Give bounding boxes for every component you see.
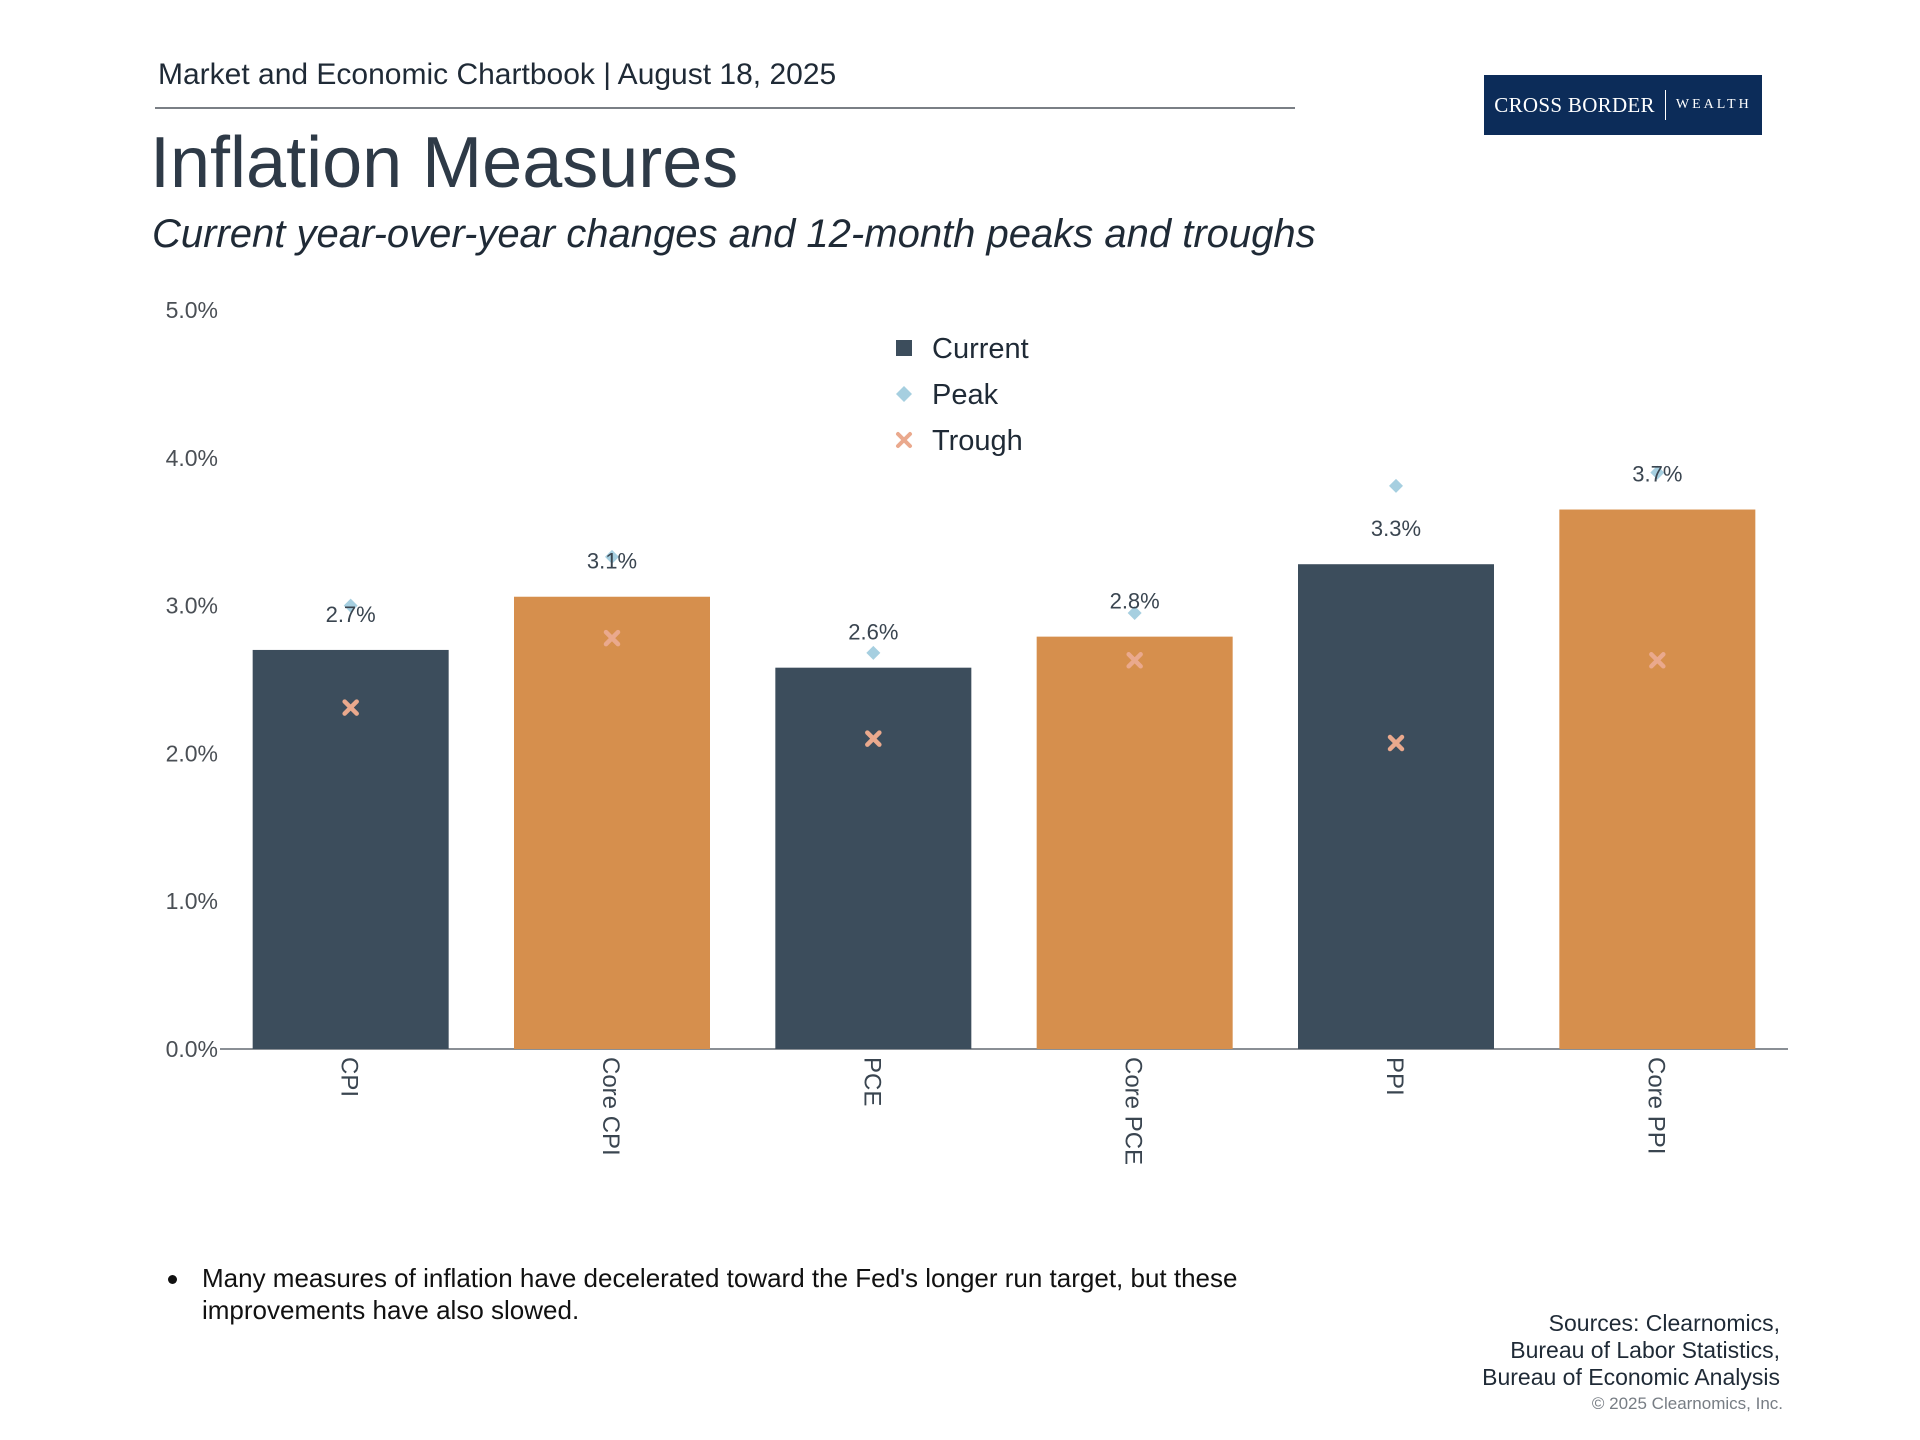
note-text: Many measures of inflation have decelera… bbox=[202, 1263, 1238, 1325]
bar-current bbox=[1559, 509, 1756, 1049]
bar-current bbox=[252, 649, 449, 1049]
source-line-3: Bureau of Economic Analysis bbox=[1482, 1364, 1780, 1390]
y-tick-label: 1.0% bbox=[166, 888, 218, 914]
bar-value-label: 2.6% bbox=[848, 620, 898, 645]
peak-marker bbox=[343, 598, 358, 613]
source-line-2: Bureau of Labor Statistics, bbox=[1510, 1337, 1780, 1363]
logo-text-cross-border: CROSS BORDER bbox=[1494, 92, 1655, 117]
source-line-1: Sources: Clearnomics, bbox=[1548, 1310, 1780, 1336]
legend-current-swatch bbox=[896, 340, 912, 356]
peak-marker bbox=[866, 645, 881, 660]
header-divider bbox=[155, 107, 1295, 109]
trough-marker-stroke bbox=[1126, 652, 1143, 669]
inflation-chart: 0.0% 1.0% 2.0% 3.0% 4.0% 5.0% 2.7% CPI 3.1% Core… bbox=[166, 297, 1788, 1165]
legend-label: Peak bbox=[932, 379, 999, 411]
trough-marker-stroke bbox=[865, 730, 882, 747]
page-subtitle: Current year-over-year changes and 12-mo… bbox=[152, 212, 1316, 256]
bar-value-label: 3.7% bbox=[1632, 462, 1682, 487]
bar-current bbox=[1036, 636, 1233, 1049]
trough-marker bbox=[342, 699, 359, 716]
x-tick-label: Core CPI bbox=[597, 1057, 624, 1156]
legend-peak-swatch bbox=[896, 386, 912, 402]
bar-current bbox=[1298, 564, 1494, 1049]
legend-label: Current bbox=[932, 333, 1029, 365]
trough-marker bbox=[1126, 652, 1143, 669]
x-tick-label: Core PPI bbox=[1642, 1057, 1669, 1154]
x-tick-label: PCE bbox=[858, 1057, 885, 1106]
trough-marker-stroke bbox=[1649, 652, 1666, 669]
legend-label: Trough bbox=[932, 425, 1023, 457]
peak-marker bbox=[1389, 478, 1403, 493]
legend-trough-stroke bbox=[896, 432, 912, 448]
sources: Sources: Clearnomics, Bureau of Labor St… bbox=[1482, 1310, 1780, 1391]
trough-marker bbox=[1387, 734, 1405, 752]
trough-marker bbox=[1649, 652, 1666, 669]
trough-marker bbox=[865, 730, 882, 747]
peak-marker bbox=[1650, 465, 1665, 480]
logo-text-wealth: WEALTH bbox=[1675, 97, 1752, 112]
copyright: © 2025 Clearnomics, Inc. bbox=[1591, 1394, 1783, 1413]
trough-marker-stroke bbox=[603, 629, 621, 647]
x-tick-label: CPI bbox=[336, 1057, 363, 1097]
y-tick-label: 3.0% bbox=[166, 593, 218, 619]
logo-separator bbox=[1664, 90, 1666, 120]
y-tick-label: 4.0% bbox=[166, 445, 218, 471]
x-tick-label: PPI bbox=[1381, 1057, 1408, 1096]
trough-marker bbox=[603, 629, 621, 647]
legend-trough-swatch bbox=[896, 432, 912, 448]
y-tick-label: 0.0% bbox=[166, 1036, 218, 1062]
y-tick-label: 2.0% bbox=[166, 740, 218, 766]
peak-marker bbox=[1127, 605, 1142, 620]
page-title: Inflation Measures bbox=[150, 123, 739, 203]
peak-marker bbox=[605, 549, 619, 564]
bar-value-label: 2.8% bbox=[1110, 589, 1160, 614]
brand-logo: CROSS BORDER WEALTH bbox=[1484, 75, 1762, 135]
bar-value-label: 3.3% bbox=[1371, 516, 1421, 541]
bar-value-label: 3.1% bbox=[587, 549, 637, 574]
x-tick-label: Core PCE bbox=[1120, 1057, 1147, 1165]
bar-value-label: 2.7% bbox=[326, 602, 376, 627]
trough-marker-stroke bbox=[342, 699, 359, 716]
note-bullet: Many measures of inflation have decelera… bbox=[168, 1262, 1398, 1326]
y-tick-label: 5.0% bbox=[166, 297, 218, 323]
trough-marker-stroke bbox=[1387, 734, 1405, 752]
chartbook-header: Market and Economic Chartbook | August 1… bbox=[158, 58, 837, 91]
bar-current bbox=[514, 596, 710, 1049]
bar-current bbox=[775, 667, 972, 1049]
bullet-dot-icon bbox=[168, 1275, 177, 1284]
